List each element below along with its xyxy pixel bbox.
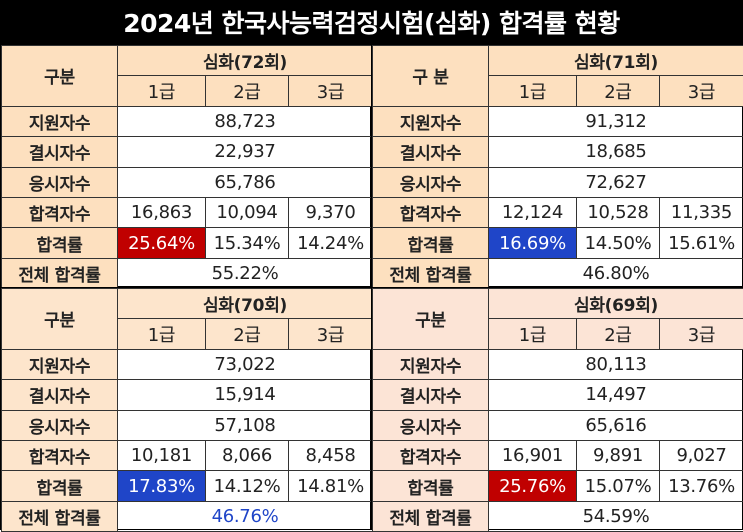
row-label: 응시자수	[373, 167, 489, 197]
grade-header: 3급	[660, 319, 743, 349]
row-label: 합격자수	[373, 197, 489, 227]
pass_rates-grade-3: 15.61%	[660, 228, 743, 258]
grade-header: 3급	[289, 319, 373, 349]
pass_rates-grade-3: 14.24%	[289, 228, 373, 258]
passers-grade-1: 12,124	[489, 197, 577, 227]
absentees-value: 14,497	[489, 380, 743, 410]
row-label: 합격자수	[373, 440, 489, 470]
row-label: 지원자수	[373, 106, 489, 136]
applicants-value: 80,113	[489, 349, 743, 379]
passers-grade-3: 8,458	[289, 440, 373, 470]
pass_rates-grade-1: 17.83%	[118, 471, 206, 501]
absentees-value: 18,685	[489, 137, 743, 167]
pass_rates-grade-1: 16.69%	[489, 228, 577, 258]
grade-header: 2급	[577, 319, 660, 349]
row-label: 합격자수	[2, 197, 118, 227]
pass_rates-grade-1: 25.64%	[118, 228, 206, 258]
pass_rates-grade-2: 15.07%	[577, 471, 660, 501]
total_pass_rate-value: 46.80%	[489, 258, 743, 288]
row-label: 합격률	[373, 228, 489, 258]
category-header: 구분	[373, 289, 489, 350]
row-label: 전체 합격률	[2, 501, 118, 531]
grade-header: 1급	[489, 319, 577, 349]
grade-header: 3급	[660, 76, 743, 106]
passers-grade-2: 9,891	[577, 440, 660, 470]
row-label: 응시자수	[2, 410, 118, 440]
row-label: 결시자수	[373, 380, 489, 410]
passers-grade-1: 16,901	[489, 440, 577, 470]
absentees-value: 22,937	[118, 137, 373, 167]
pass_rates-grade-1: 25.76%	[489, 471, 577, 501]
examinees-value: 65,786	[118, 167, 373, 197]
grade-header: 1급	[489, 76, 577, 106]
category-header: 구 분	[373, 46, 489, 107]
examinees-value: 72,627	[489, 167, 743, 197]
page-title: 2024년 한국사능력검정시험(심화) 합격률 현황	[0, 0, 743, 44]
examinees-value: 65,616	[489, 410, 743, 440]
row-label: 합격률	[2, 471, 118, 501]
row-label: 합격자수	[2, 440, 118, 470]
passers-grade-1: 16,863	[118, 197, 206, 227]
session-header: 심화(71회)	[489, 46, 743, 76]
row-label: 전체 합격률	[2, 258, 118, 288]
passers-grade-3: 9,370	[289, 197, 373, 227]
examinees-value: 57,108	[118, 410, 373, 440]
row-label: 응시자수	[373, 410, 489, 440]
category-header: 구분	[2, 289, 118, 350]
session-header: 심화(70회)	[118, 289, 373, 319]
passers-grade-1: 10,181	[118, 440, 206, 470]
row-label: 지원자수	[373, 349, 489, 379]
row-label: 전체 합격률	[373, 501, 489, 531]
pass_rates-grade-2: 14.12%	[206, 471, 289, 501]
session-header: 심화(72회)	[118, 46, 373, 76]
category-header: 구분	[2, 46, 118, 107]
grade-header: 2급	[206, 76, 289, 106]
passers-grade-2: 8,066	[206, 440, 289, 470]
pass_rates-grade-3: 13.76%	[660, 471, 743, 501]
applicants-value: 91,312	[489, 106, 743, 136]
grade-header: 3급	[289, 76, 373, 106]
row-label: 결시자수	[2, 137, 118, 167]
passers-grade-2: 10,094	[206, 197, 289, 227]
row-label: 지원자수	[2, 349, 118, 379]
row-label: 응시자수	[2, 167, 118, 197]
absentees-value: 15,914	[118, 380, 373, 410]
grade-header: 1급	[118, 76, 206, 106]
applicants-value: 73,022	[118, 349, 373, 379]
pass_rates-grade-3: 14.81%	[289, 471, 373, 501]
pass_rates-grade-2: 15.34%	[206, 228, 289, 258]
grade-header: 1급	[118, 319, 206, 349]
total_pass_rate-value: 55.22%	[118, 258, 373, 288]
row-label: 결시자수	[2, 380, 118, 410]
grade-header: 2급	[206, 319, 289, 349]
passers-grade-3: 9,027	[660, 440, 743, 470]
row-label: 지원자수	[2, 106, 118, 136]
row-label: 결시자수	[373, 137, 489, 167]
session-header: 심화(69회)	[489, 289, 743, 319]
passers-grade-3: 11,335	[660, 197, 743, 227]
pass_rates-grade-2: 14.50%	[577, 228, 660, 258]
passers-grade-2: 10,528	[577, 197, 660, 227]
applicants-value: 88,723	[118, 106, 373, 136]
row-label: 전체 합격률	[373, 258, 489, 288]
total_pass_rate-value: 46.76%	[118, 501, 373, 531]
row-label: 합격률	[373, 471, 489, 501]
grade-header: 2급	[577, 76, 660, 106]
row-label: 합격률	[2, 228, 118, 258]
total_pass_rate-value: 54.59%	[489, 501, 743, 531]
